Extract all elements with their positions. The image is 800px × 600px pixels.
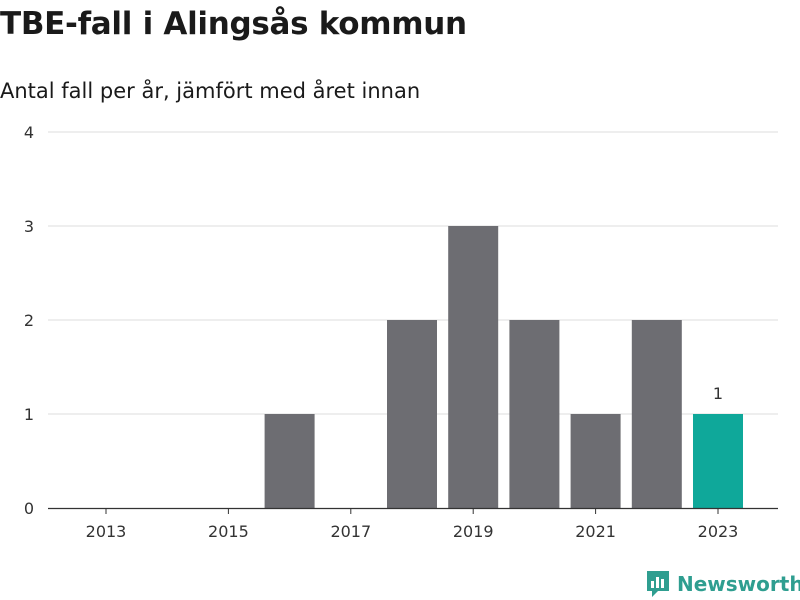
y-tick-label-4: 4	[24, 123, 34, 142]
data-labels: 1	[713, 384, 723, 403]
y-tick-label-2: 2	[24, 311, 34, 330]
data-label-2023: 1	[713, 384, 723, 403]
chart-subtitle: Antal fall per år, jämfört med året inna…	[0, 79, 421, 103]
y-tick-label-1: 1	[24, 405, 34, 424]
x-tick-label-2023: 2023	[698, 522, 739, 541]
newsworthy-logo-icon	[647, 571, 669, 597]
y-axis-ticks: 0 1 2 3 4	[24, 123, 34, 518]
x-axis: 2013 2015 2017 2019 2021 2023	[48, 507, 778, 541]
bar-2023	[693, 414, 743, 508]
brand-name: Newsworthy	[677, 572, 800, 596]
newsworthy-logo[interactable]: Newsworthy	[645, 569, 800, 599]
x-tick-label-2021: 2021	[575, 522, 616, 541]
y-tick-label-0: 0	[24, 499, 34, 518]
bar-2016	[264, 414, 315, 508]
bar-2019	[448, 226, 499, 508]
x-tick-label-2015: 2015	[208, 522, 249, 541]
bar-2021	[570, 414, 621, 508]
x-tick-label-2019: 2019	[453, 522, 494, 541]
x-tick-label-2017: 2017	[330, 522, 371, 541]
y-tick-label-3: 3	[24, 217, 34, 236]
chart-title: TBE-fall i Alingsås kommun	[0, 6, 467, 42]
x-tick-label-2013: 2013	[86, 522, 127, 541]
bar-2022	[631, 320, 682, 508]
bar-2018	[387, 320, 437, 508]
bars	[264, 226, 743, 508]
bar-2020	[509, 320, 560, 508]
